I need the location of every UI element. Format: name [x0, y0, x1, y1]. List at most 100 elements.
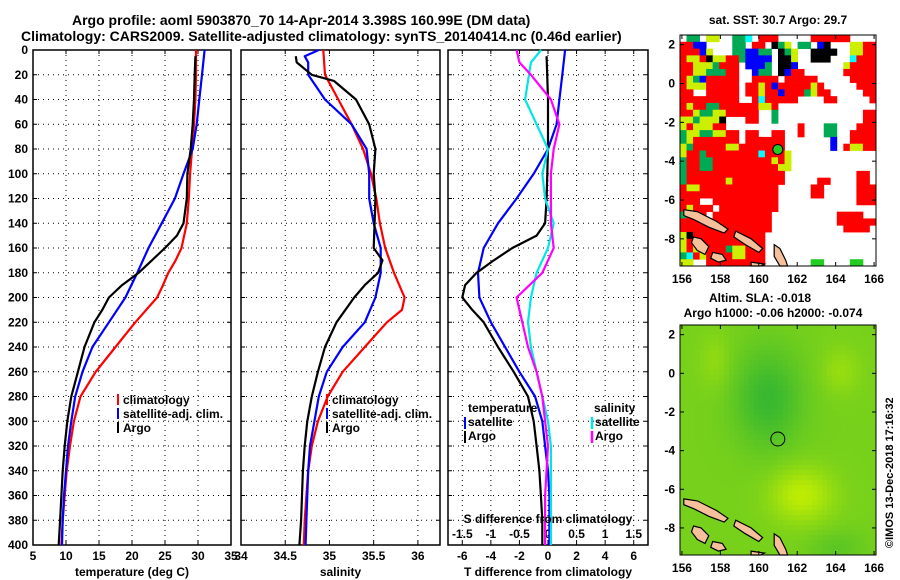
sst-cell: [862, 198, 870, 206]
sla-cell: [841, 435, 847, 441]
sla-cell: [714, 415, 720, 421]
sla-cell: [773, 330, 779, 336]
sla-cell: [699, 540, 705, 546]
sst-cell: [751, 232, 759, 240]
sla-cell: [738, 345, 745, 351]
sla-cell: [753, 380, 759, 386]
sla-cell: [778, 470, 784, 476]
sla-cell: [709, 410, 715, 416]
sla-cell: [684, 350, 691, 356]
sst-cell: [686, 116, 694, 124]
sla-cell: [738, 470, 745, 476]
sla-cell: [861, 350, 867, 356]
sla-cell: [871, 515, 877, 521]
sla-cell: [851, 475, 857, 481]
sla-cell: [753, 490, 759, 496]
sla-cell: [856, 415, 862, 421]
sla-cell: [787, 380, 794, 386]
sla-cell: [778, 410, 784, 416]
sst-cell: [751, 184, 759, 192]
sla-cell: [851, 445, 857, 451]
sla-cell: [733, 425, 740, 431]
sst-cell: [758, 252, 766, 260]
sla-cell: [773, 385, 779, 391]
sst-cell: [797, 75, 805, 83]
sla-cell: [817, 330, 823, 336]
sla-cell: [753, 420, 759, 426]
sla-cell: [694, 405, 700, 411]
sla-cell: [704, 465, 710, 471]
sla-cell: [827, 340, 833, 346]
sst-cell: [751, 191, 759, 199]
sst-cell: [856, 62, 864, 70]
sst-map-title: sat. SST: 30.7 Argo: 29.7: [709, 13, 848, 27]
sla-cell: [797, 415, 803, 421]
sla-cell: [787, 340, 794, 346]
sla-cell: [768, 430, 774, 436]
sla-cell: [827, 435, 833, 441]
sla-cell: [846, 410, 852, 416]
sla-cell: [782, 325, 789, 331]
sst-cell: [686, 245, 694, 253]
sst-cell: [732, 259, 740, 267]
sla-cell: [743, 410, 749, 416]
sla-cell: [699, 485, 705, 491]
sla-cell: [768, 330, 774, 336]
sla-cell: [802, 375, 808, 381]
sst-cell: [680, 109, 687, 117]
sla-cell: [773, 475, 779, 481]
sla-cell: [861, 505, 867, 511]
sla-cell: [748, 385, 754, 391]
x-tick-label: 158: [710, 561, 730, 575]
sla-cell: [768, 380, 774, 386]
sla-cell: [787, 545, 794, 551]
sla-cell: [866, 385, 872, 391]
sla-cell: [704, 540, 710, 546]
sla-cell: [733, 395, 740, 401]
sla-cell: [719, 485, 725, 491]
sla-cell: [758, 410, 764, 416]
sla-cell: [758, 545, 764, 551]
sla-cell: [866, 330, 872, 336]
sla-cell: [768, 520, 774, 526]
sst-cell: [693, 191, 700, 199]
sst-cell: [843, 218, 851, 226]
sla-cell: [827, 505, 833, 511]
sla-cell: [817, 455, 823, 461]
sla-cell: [782, 475, 789, 481]
sla-cell: [724, 490, 730, 496]
sst-cell: [699, 157, 707, 165]
sla-cell: [724, 390, 730, 396]
sst-cell: [719, 143, 727, 151]
sst-cell: [719, 211, 727, 219]
sla-cell: [807, 545, 813, 551]
sst-cell: [856, 170, 864, 179]
sla-cell: [768, 470, 774, 476]
sla-cell: [861, 445, 867, 451]
sla-cell: [714, 355, 720, 361]
sla-cell: [763, 475, 769, 481]
sla-cell: [778, 345, 784, 351]
sla-cell: [812, 500, 818, 506]
sst-cell: [751, 136, 759, 145]
sla-cell: [807, 350, 813, 356]
sst-cell: [862, 82, 870, 90]
sla-cell: [807, 455, 813, 461]
sla-cell: [733, 350, 740, 356]
sla-cells: [680, 325, 877, 556]
sst-cell: [778, 55, 785, 63]
sla-cell: [684, 325, 691, 331]
sla-cell: [773, 460, 779, 466]
sla-cell: [773, 340, 779, 346]
sla-cell: [861, 345, 867, 351]
sla-cell: [836, 380, 843, 386]
sla-cell: [827, 460, 833, 466]
sst-cell: [725, 252, 733, 260]
sla-cell: [699, 370, 705, 376]
sla-cell: [743, 425, 749, 431]
sst-cell: [725, 62, 733, 70]
sst-cell: [732, 164, 740, 172]
sla-cell: [797, 450, 803, 456]
sla-cell: [694, 550, 700, 556]
sla-cell: [827, 410, 833, 416]
